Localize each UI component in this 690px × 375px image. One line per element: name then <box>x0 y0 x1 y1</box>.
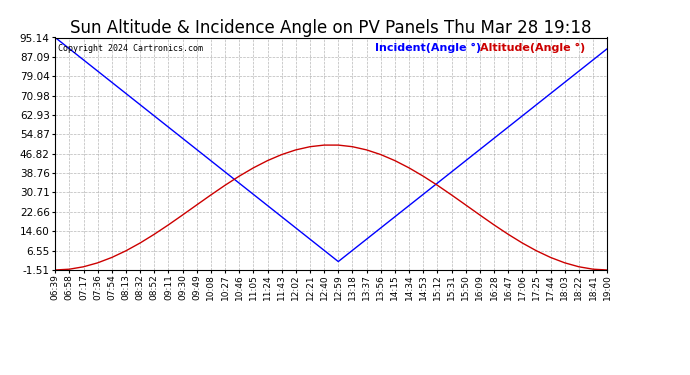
Text: Altitude(Angle °): Altitude(Angle °) <box>480 44 586 53</box>
Text: Incident(Angle °): Incident(Angle °) <box>375 44 489 53</box>
Title: Sun Altitude & Incidence Angle on PV Panels Thu Mar 28 19:18: Sun Altitude & Incidence Angle on PV Pan… <box>70 20 592 38</box>
Text: Copyright 2024 Cartronics.com: Copyright 2024 Cartronics.com <box>58 45 203 54</box>
